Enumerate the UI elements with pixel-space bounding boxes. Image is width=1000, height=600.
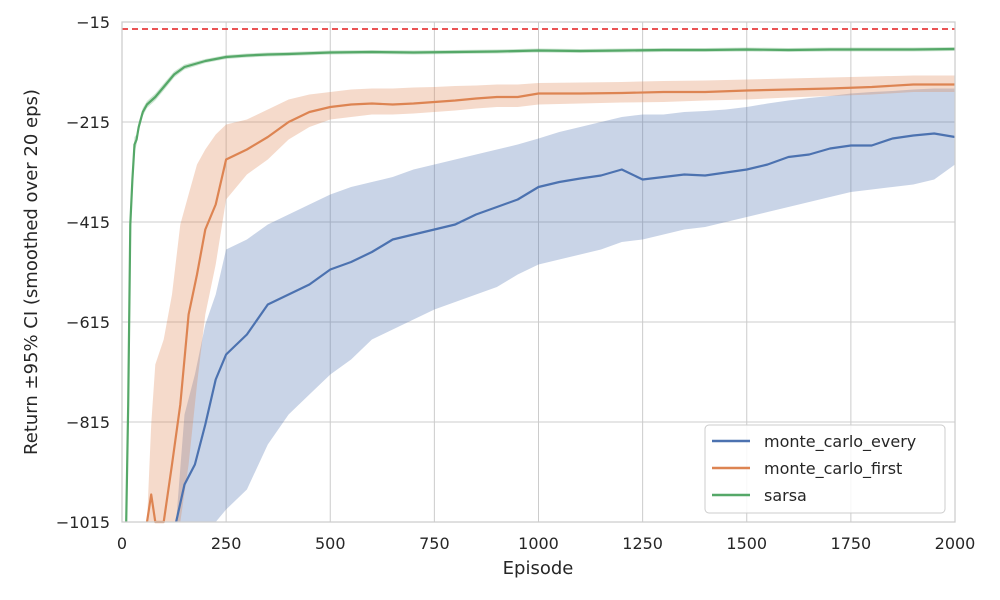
y-tick-label: −215 <box>66 113 110 132</box>
x-tick-label: 1750 <box>831 534 872 553</box>
x-tick-label: 500 <box>315 534 346 553</box>
x-tick-label: 1000 <box>518 534 559 553</box>
y-tick-label: −615 <box>66 313 110 332</box>
x-axis-label: Episode <box>503 558 574 579</box>
y-tick-labels: −1015 −815 −615 −415 −215 −15 <box>56 13 110 532</box>
legend-label-monte_carlo_every: monte_carlo_every <box>764 432 916 452</box>
x-tick-labels: 0 250 500 750 1000 1250 1500 1750 2000 <box>117 534 975 553</box>
series-line-sarsa <box>125 47 956 523</box>
series-line-monte_carlo_every <box>175 132 956 523</box>
x-tick-label: 2000 <box>935 534 976 553</box>
x-tick-label: 1250 <box>622 534 663 553</box>
plot-frame <box>121 21 956 523</box>
y-tick-label: −415 <box>66 213 110 232</box>
confidence-bands <box>126 47 956 522</box>
legend-box <box>704 424 946 514</box>
legend-label-sarsa: sarsa <box>764 486 807 505</box>
legend-label-monte_carlo_first: monte_carlo_first <box>764 459 902 479</box>
x-tick-label: 1500 <box>726 534 767 553</box>
series-line-monte_carlo_first <box>145 83 955 524</box>
x-tick-label: 250 <box>211 534 242 553</box>
series-lines <box>125 47 956 524</box>
x-tick-label: 0 <box>117 534 127 553</box>
y-axis-label: Return ±95% CI (smoothed over 20 eps) <box>21 89 42 455</box>
x-tick-label: 750 <box>419 534 450 553</box>
ci-band-monte_carlo_every <box>176 88 956 522</box>
y-tick-label: −815 <box>66 413 110 432</box>
y-tick-label: −15 <box>76 13 110 32</box>
y-tick-label: −1015 <box>56 513 110 532</box>
